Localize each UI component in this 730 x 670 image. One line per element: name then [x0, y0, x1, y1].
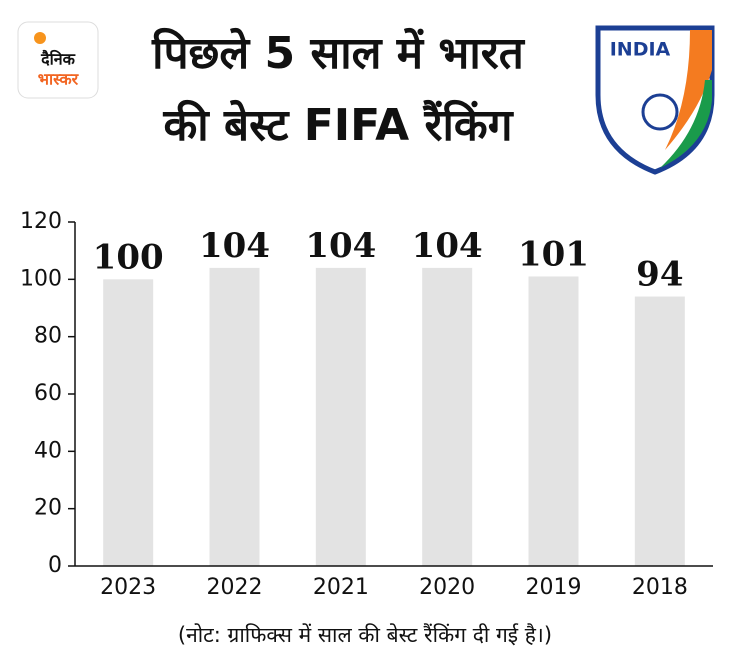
y-tick-label: 0	[48, 553, 62, 578]
note: (नोट: ग्राफिक्स में साल की बेस्ट रैंकिंग…	[178, 623, 552, 647]
y-tick-label: 40	[34, 438, 62, 463]
value-label: 100	[93, 237, 164, 277]
y-tick-label: 120	[20, 209, 62, 234]
x-tick-label: 2022	[207, 575, 263, 600]
chart-title: की बेस्ट FIFA रैंकिंग	[162, 99, 514, 151]
logo-line: भास्कर	[38, 70, 80, 89]
bar	[315, 267, 366, 566]
x-tick-label: 2023	[100, 575, 156, 600]
x-tick-label: 2018	[632, 575, 688, 600]
y-tick-label: 80	[34, 324, 62, 349]
chart-title: पिछले 5 साल में भारत	[151, 27, 526, 79]
x-tick-label: 2019	[526, 575, 582, 600]
value-label: 104	[305, 226, 376, 266]
y-tick-label: 20	[34, 496, 62, 521]
value-label: 101	[518, 234, 589, 274]
x-tick-label: 2021	[313, 575, 369, 600]
logo-sun	[34, 32, 46, 44]
bar	[103, 279, 154, 566]
badge-ball	[641, 93, 679, 131]
badge-stripe	[660, 80, 712, 168]
india-badge: INDIA	[595, 25, 715, 175]
bar	[634, 296, 685, 566]
bar	[528, 276, 579, 566]
bar	[209, 267, 260, 566]
badge-stripe	[665, 30, 712, 150]
y-tick-label: 100	[20, 266, 62, 291]
x-tick-label: 2020	[419, 575, 475, 600]
value-label: 104	[199, 226, 270, 266]
bhaskar-logo: दैनिक भास्कर	[17, 21, 99, 99]
value-label: 104	[412, 226, 483, 266]
bar	[422, 267, 473, 566]
logo-line: दैनिक	[40, 50, 76, 69]
y-tick-label: 60	[34, 381, 62, 406]
badge-text: INDIA	[610, 39, 671, 61]
value-label: 94	[636, 255, 683, 295]
